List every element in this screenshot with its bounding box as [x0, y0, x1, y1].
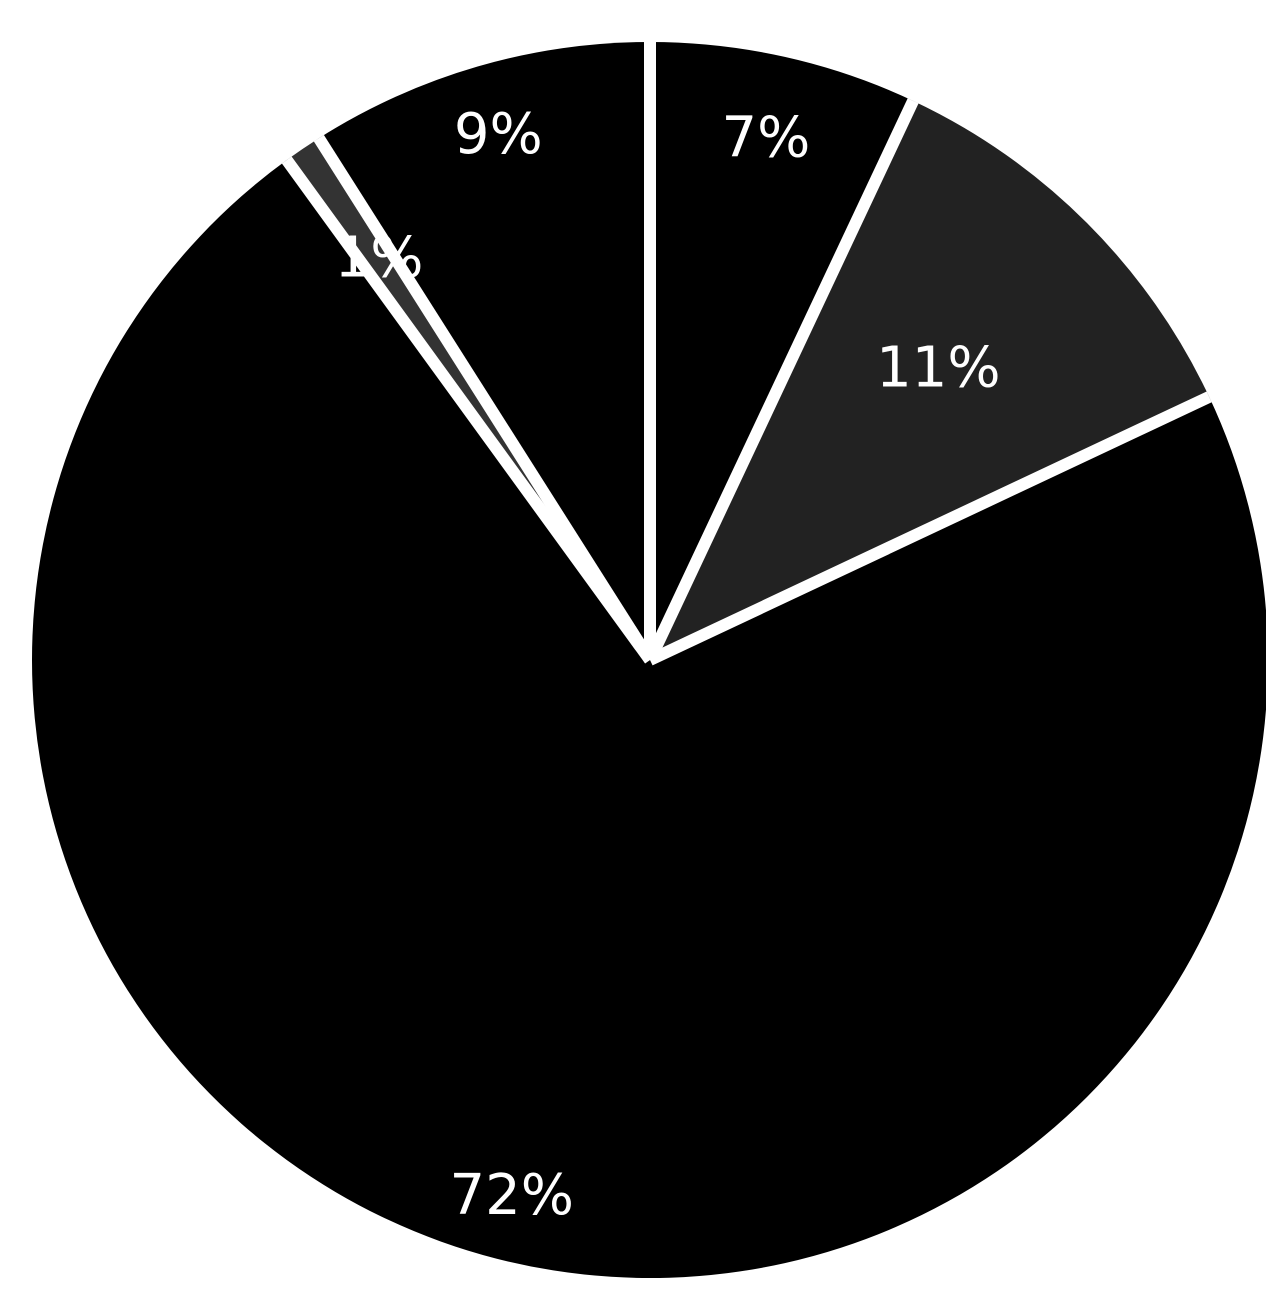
slice-separator: [647, 391, 1212, 666]
slice-label-72-percent: 72%: [449, 1163, 573, 1228]
slice-label-11-percent: 11%: [876, 336, 1000, 401]
pie-slice-9-percent: [318, 42, 650, 660]
slice-separator: [281, 156, 655, 664]
slice-labels: 7% 11% 72% 1% 9%: [335, 102, 1001, 1228]
pie-slice-11-percent: [650, 100, 1210, 660]
slice-label-7-percent: 7%: [722, 105, 811, 170]
pie-slice-7-percent: [650, 42, 914, 660]
slice-separators: [281, 42, 1212, 666]
slice-separator: [644, 98, 919, 663]
pie-slice-72-percent: [32, 160, 1266, 1279]
slice-label-9-percent: 9%: [454, 102, 543, 167]
slice-label-1-percent: 1%: [335, 225, 424, 290]
slice-separator: [313, 134, 656, 664]
